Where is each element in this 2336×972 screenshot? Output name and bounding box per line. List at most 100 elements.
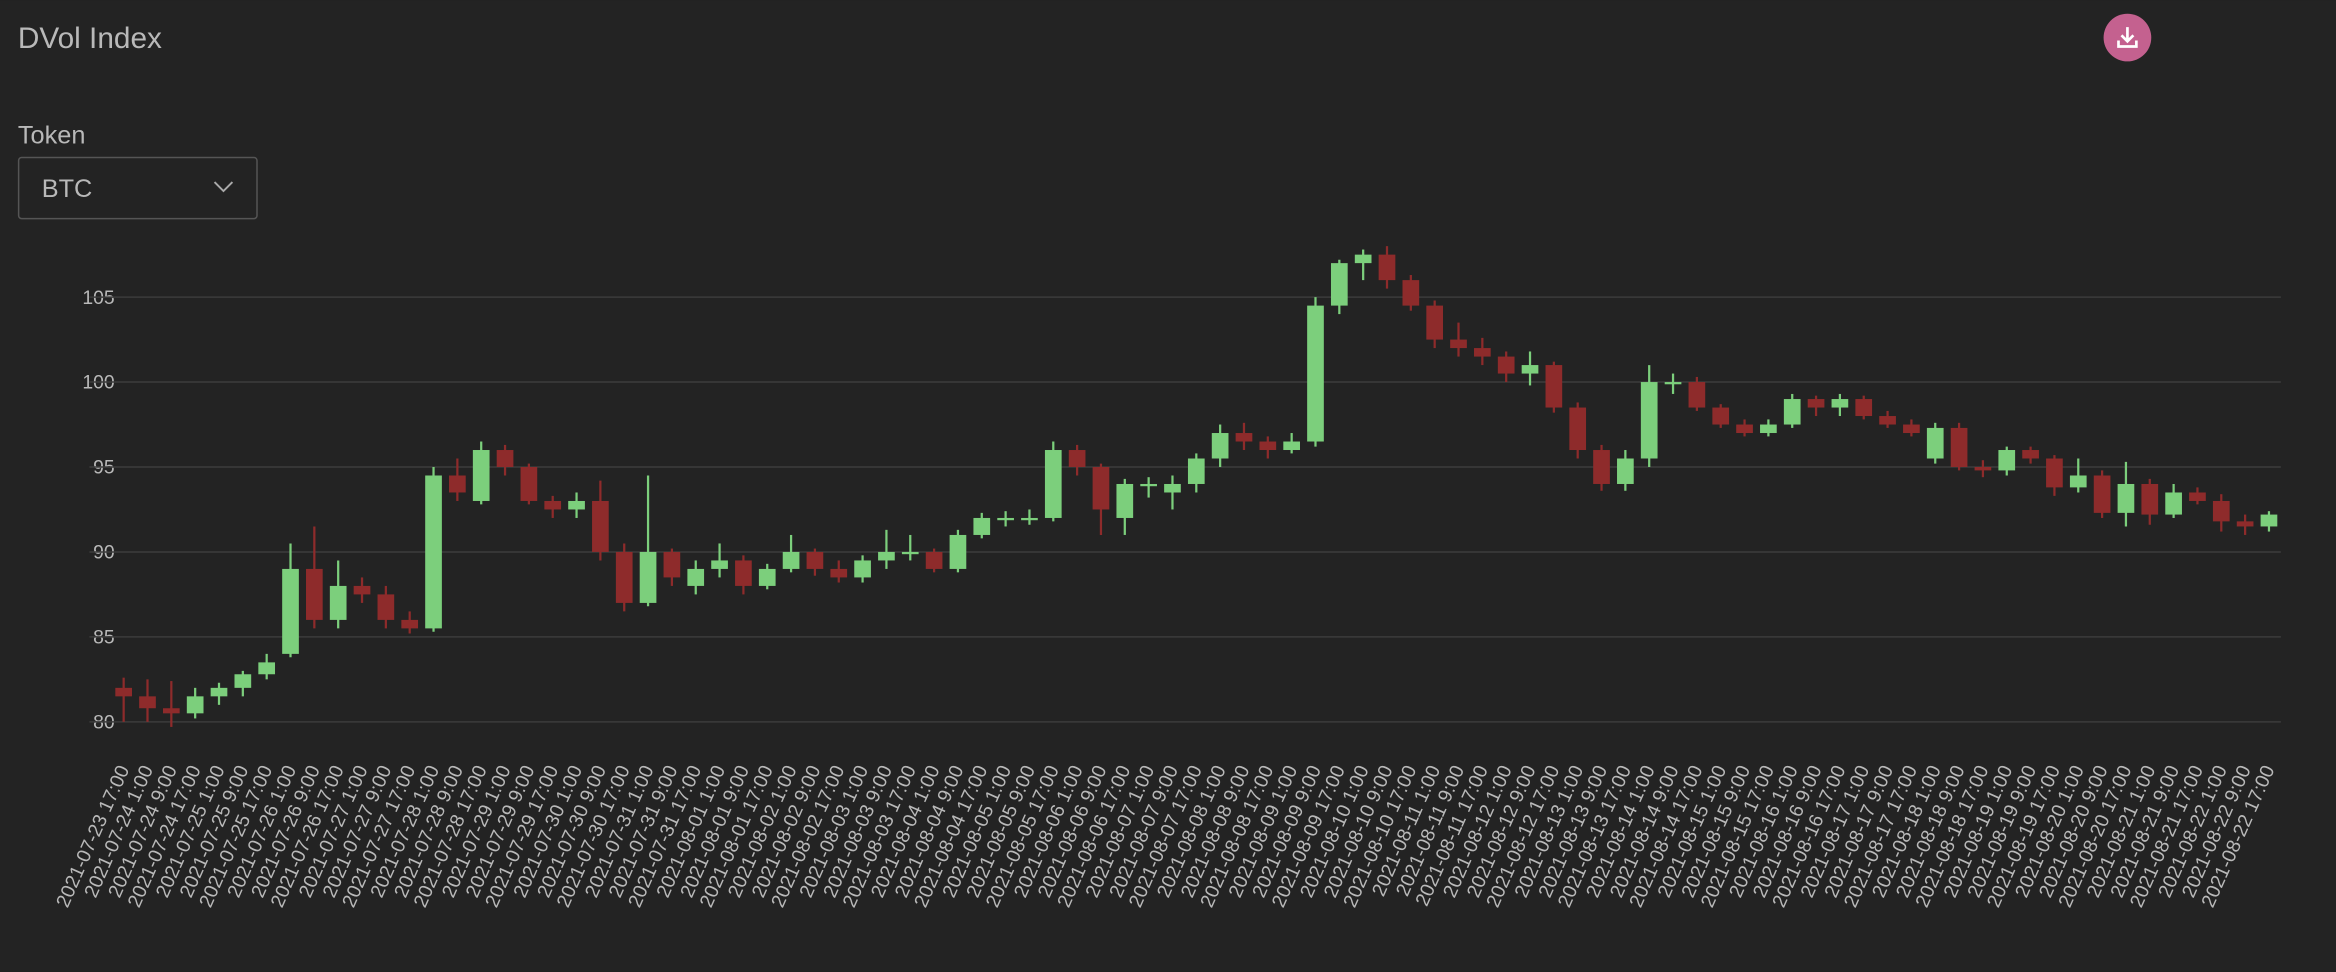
candle-body <box>1116 483 1134 518</box>
candle-body <box>377 594 395 620</box>
candle-body <box>925 551 943 569</box>
candle-body <box>496 450 514 467</box>
candle-body <box>2046 458 2063 488</box>
candle-body <box>1187 458 1205 484</box>
candle-body <box>1855 399 1873 417</box>
candle-body <box>234 674 252 688</box>
candle-body <box>1068 450 1086 467</box>
candle-body <box>1545 365 1563 408</box>
candle-body <box>949 534 967 569</box>
candle-body <box>711 560 728 569</box>
candle-body <box>615 551 633 603</box>
candle-body <box>1259 441 1277 451</box>
candle-body <box>1688 382 1706 408</box>
candle-body <box>401 619 419 629</box>
token-select[interactable]: BTC <box>17 156 258 220</box>
candle-body <box>186 696 204 714</box>
candle-body <box>1235 433 1253 442</box>
candle-body <box>1450 339 1467 349</box>
candle-body <box>1497 356 1515 374</box>
candle-body <box>1760 424 1777 434</box>
candle-body <box>1354 254 1372 264</box>
candle-body <box>973 517 991 535</box>
candle-body <box>1283 441 1300 451</box>
candle-body <box>1640 382 1658 459</box>
candle-body <box>1140 483 1157 487</box>
candle-body <box>782 551 800 569</box>
candle-body <box>258 662 276 675</box>
candle-body <box>2022 450 2039 459</box>
candle-body <box>2117 483 2135 513</box>
candle-body <box>472 450 490 501</box>
candle-body <box>1378 254 1396 281</box>
download-icon <box>2117 27 2138 48</box>
candle-body <box>1903 424 1920 434</box>
select-value: BTC <box>42 175 93 203</box>
candle-body <box>1021 517 1038 521</box>
candle-body <box>1736 424 1753 434</box>
candle-body <box>1879 416 1896 425</box>
candle-body <box>520 466 538 501</box>
candle-body <box>425 475 442 629</box>
candle-body <box>997 517 1014 521</box>
candle-body <box>901 551 919 555</box>
candle-body <box>878 551 895 561</box>
candle-body <box>1164 483 1181 493</box>
candle-body <box>1950 427 1968 467</box>
candle-body <box>2093 475 2111 513</box>
chevron <box>213 181 234 193</box>
download-button[interactable] <box>2103 13 2152 62</box>
candle-body <box>1330 263 1348 306</box>
candle-body <box>1307 305 1324 442</box>
candle-body <box>1807 399 1825 408</box>
candle-body <box>115 687 132 697</box>
candle-body <box>592 500 609 552</box>
candle-body <box>2141 483 2159 515</box>
candle-body <box>2260 514 2278 527</box>
candle-body <box>2189 492 2206 501</box>
select-box[interactable] <box>17 156 258 220</box>
candle-body <box>1783 399 1801 425</box>
candle-body <box>210 687 228 697</box>
candle-body <box>544 500 562 510</box>
candle-body <box>735 560 752 586</box>
token-label: Token <box>18 121 86 149</box>
candle-body <box>687 568 705 586</box>
candle-body <box>830 568 848 578</box>
candle-body <box>1593 450 1610 484</box>
candle-body <box>1521 365 1539 374</box>
candle-body <box>282 568 299 654</box>
candle-body <box>1402 280 1420 306</box>
candle-body <box>2212 500 2230 522</box>
candle-body <box>1617 458 1634 484</box>
candle-body <box>1664 382 1682 385</box>
candle-body <box>1569 407 1587 451</box>
candle-body <box>1092 466 1110 510</box>
candle-body <box>1044 450 1062 518</box>
candle-body <box>758 568 776 586</box>
candle-body <box>568 500 585 510</box>
candle-body <box>854 560 871 578</box>
candle-body <box>306 568 323 620</box>
candle-body <box>1426 305 1444 340</box>
candle-body <box>2236 521 2254 527</box>
candle-body <box>353 585 371 595</box>
candle-body <box>2165 492 2182 515</box>
candle-body <box>329 585 347 620</box>
candle-body <box>1211 433 1229 459</box>
candle-body <box>162 708 180 714</box>
candle-body <box>1831 399 1849 408</box>
candle-body <box>1974 466 1992 471</box>
candle-body <box>2069 475 2087 488</box>
candle-body <box>639 551 657 603</box>
candle-body <box>1474 348 1491 357</box>
candle-body <box>139 696 156 709</box>
candle-body <box>806 551 824 569</box>
candle-body <box>1712 407 1730 425</box>
candle-body <box>1926 427 1944 459</box>
candle-body <box>1998 450 2016 471</box>
candle-body <box>663 551 681 578</box>
